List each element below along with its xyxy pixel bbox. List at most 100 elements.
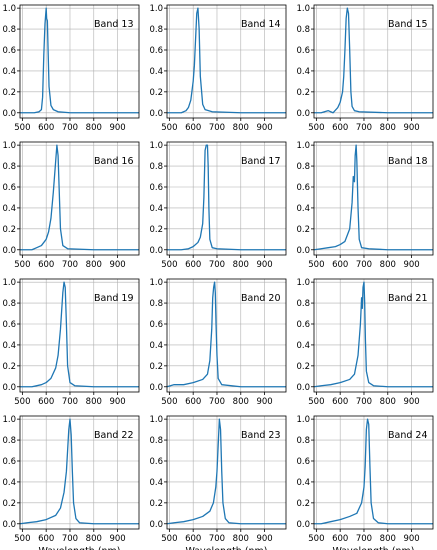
y-tick-label: 0.2 bbox=[2, 88, 16, 98]
axes-frame bbox=[313, 4, 434, 119]
y-tick-label: 0.8 bbox=[149, 436, 163, 446]
y-tick-label: 0.2 bbox=[2, 225, 16, 235]
y-tick-label: 0.4 bbox=[296, 478, 310, 488]
series-line bbox=[313, 281, 433, 388]
y-tick-label: 0.4 bbox=[149, 67, 163, 77]
series-line bbox=[314, 7, 433, 114]
x-tick-label: 500 bbox=[14, 534, 30, 544]
axes-frame bbox=[313, 415, 434, 530]
y-tick-label: 0.6 bbox=[296, 183, 310, 193]
y-tick-label: 1.0 bbox=[296, 141, 310, 151]
y-tick-label: 0.6 bbox=[149, 457, 163, 467]
y-tick-label: 0.6 bbox=[296, 457, 310, 467]
x-tick-label: 900 bbox=[109, 397, 125, 407]
x-tick-label: 800 bbox=[233, 260, 249, 270]
x-tick-label: 900 bbox=[256, 534, 272, 544]
x-tick-label: 700 bbox=[62, 260, 78, 270]
x-tick-label: 500 bbox=[14, 260, 30, 270]
band-label: Band 24 bbox=[388, 430, 428, 441]
y-tick-label: 1.0 bbox=[296, 278, 310, 288]
y-tick-label: 0.4 bbox=[296, 341, 310, 351]
y-tick-label: 0.8 bbox=[149, 25, 163, 35]
y-tick-label: 0.8 bbox=[296, 299, 310, 309]
subplot-band-23: 500 600 700 800 900 0.0 0.2 0.4 0.6 0.8 1.0 Band 23… bbox=[149, 415, 287, 550]
y-tick-label: 0.6 bbox=[149, 46, 163, 56]
y-tick-label: 0.0 bbox=[149, 520, 163, 530]
y-tick-label: 0.6 bbox=[296, 320, 310, 330]
x-tick-label: 600 bbox=[38, 397, 54, 407]
band-label: Band 13 bbox=[94, 19, 134, 30]
y-tick-label: 0.6 bbox=[2, 183, 16, 193]
y-tick-label: 0.4 bbox=[2, 204, 16, 214]
series-line bbox=[20, 7, 139, 114]
axes-frame bbox=[313, 278, 434, 393]
y-tick-label: 0.0 bbox=[296, 520, 310, 530]
axes-frame bbox=[19, 141, 140, 256]
y-tick-label: 1.0 bbox=[296, 4, 310, 14]
subplot-band-22: 500 600 700 800 900 0.0 0.2 0.4 0.6 0.8 1.0 Band 22… bbox=[2, 415, 140, 550]
y-tick-label: 0.4 bbox=[149, 341, 163, 351]
y-tick-label: 0.2 bbox=[149, 88, 163, 98]
y-tick-label: 0.6 bbox=[2, 46, 16, 56]
x-tick-label: 800 bbox=[86, 123, 102, 133]
x-tick-label: 800 bbox=[233, 534, 249, 544]
y-tick-label: 0.4 bbox=[2, 478, 16, 488]
x-tick-label: 700 bbox=[62, 397, 78, 407]
x-tick-label: 600 bbox=[185, 260, 201, 270]
series-line bbox=[20, 281, 139, 388]
band-label: Band 20 bbox=[241, 293, 281, 304]
y-tick-label: 0.0 bbox=[2, 246, 16, 256]
x-tick-label: 600 bbox=[38, 260, 54, 270]
x-tick-label: 800 bbox=[233, 123, 249, 133]
x-tick-label: 900 bbox=[403, 123, 419, 133]
y-tick-label: 0.0 bbox=[296, 109, 310, 119]
x-tick-label: 600 bbox=[332, 123, 348, 133]
band-label: Band 16 bbox=[94, 156, 134, 167]
series-line bbox=[313, 144, 433, 251]
y-tick-label: 0.8 bbox=[296, 162, 310, 172]
x-tick-label: 900 bbox=[256, 123, 272, 133]
series-line bbox=[314, 418, 433, 525]
y-tick-label: 0.2 bbox=[296, 88, 310, 98]
y-tick-label: 0.0 bbox=[149, 246, 163, 256]
x-tick-label: 500 bbox=[14, 397, 30, 407]
y-tick-label: 0.8 bbox=[149, 299, 163, 309]
x-axis-label: Wavelength (nm) bbox=[332, 546, 414, 550]
y-tick-label: 0.8 bbox=[2, 25, 16, 35]
x-tick-label: 900 bbox=[256, 260, 272, 270]
y-tick-label: 0.4 bbox=[296, 204, 310, 214]
y-tick-label: 1.0 bbox=[2, 415, 16, 425]
x-tick-label: 600 bbox=[38, 123, 54, 133]
series-line bbox=[19, 418, 139, 525]
y-tick-label: 1.0 bbox=[149, 4, 163, 14]
x-tick-label: 500 bbox=[308, 534, 324, 544]
series-line bbox=[167, 7, 286, 114]
x-tick-label: 700 bbox=[356, 123, 372, 133]
x-tick-label: 600 bbox=[185, 123, 201, 133]
subplot-band-17: 500 600 700 800 900 0.0 0.2 0.4 0.6 0.8 1.0 Band 17 bbox=[149, 141, 287, 270]
y-tick-label: 0.4 bbox=[296, 67, 310, 77]
y-tick-label: 1.0 bbox=[296, 415, 310, 425]
x-tick-label: 800 bbox=[233, 397, 249, 407]
x-tick-label: 600 bbox=[332, 260, 348, 270]
axes-frame bbox=[166, 4, 287, 119]
x-tick-label: 600 bbox=[185, 397, 201, 407]
subplot-band-13: 500 600 700 800 900 0.0 0.2 0.4 0.6 0.8 1.0 Band 13 bbox=[2, 4, 140, 133]
y-tick-label: 0.2 bbox=[149, 225, 163, 235]
series-line bbox=[20, 144, 139, 251]
x-tick-label: 900 bbox=[403, 260, 419, 270]
x-tick-label: 700 bbox=[209, 123, 225, 133]
band-label: Band 23 bbox=[241, 430, 281, 441]
x-tick-label: 700 bbox=[356, 260, 372, 270]
y-tick-label: 1.0 bbox=[2, 4, 16, 14]
x-tick-label: 700 bbox=[209, 397, 225, 407]
x-tick-label: 600 bbox=[332, 534, 348, 544]
y-tick-label: 0.2 bbox=[149, 499, 163, 509]
y-tick-label: 0.8 bbox=[2, 299, 16, 309]
series-line bbox=[166, 281, 286, 388]
x-tick-label: 700 bbox=[209, 260, 225, 270]
x-tick-label: 900 bbox=[109, 534, 125, 544]
y-tick-label: 0.6 bbox=[2, 457, 16, 467]
y-tick-label: 0.8 bbox=[2, 162, 16, 172]
subplot-band-16: 500 600 700 800 900 0.0 0.2 0.4 0.6 0.8 1.0 Band 16 bbox=[2, 141, 140, 270]
